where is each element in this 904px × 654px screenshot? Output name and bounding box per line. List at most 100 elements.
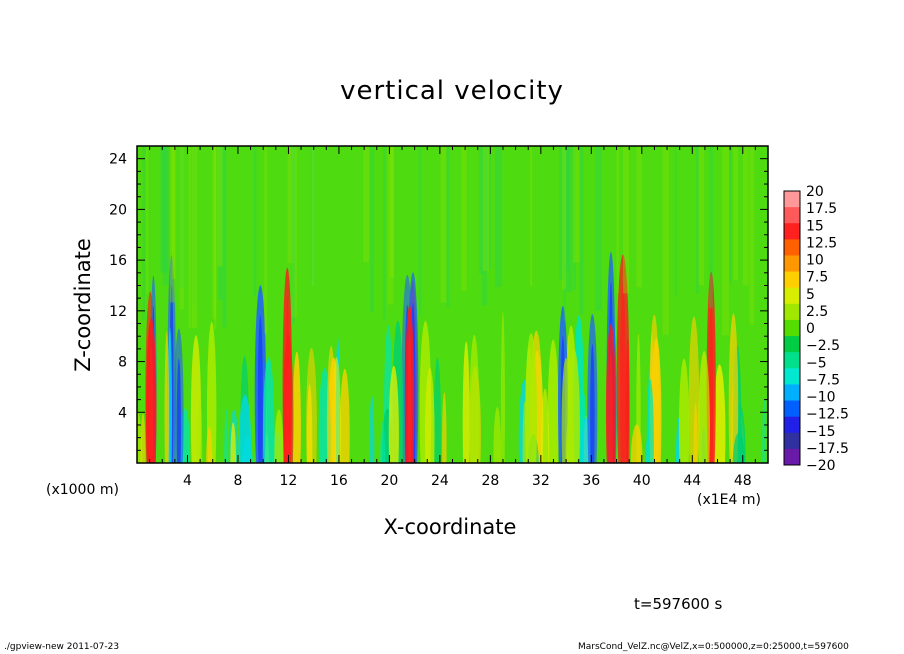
upper-texture-band [218,146,223,300]
downdraft-core [257,315,263,463]
upper-texture-band [563,146,566,321]
y-tick-label: 4 [118,405,127,421]
footer-data-source: MarsCond_VelZ.nc@VelZ,x=0:500000,z=0:250… [578,642,849,652]
updraft-streak [339,368,350,463]
upper-texture-band [191,146,198,328]
colorbar-swatch [784,384,800,401]
updraft-streak [561,357,571,463]
colorbar-label: 10 [806,253,824,269]
colorbar-swatch [784,255,800,272]
x-axis-unit: (x1E4 m) [697,492,761,508]
heatmap-plot-area [137,146,768,463]
downdraft-core [176,358,181,463]
upper-texture-band [171,146,176,279]
upper-texture-band [162,146,170,286]
colorbar-swatch [784,271,800,289]
x-tick-label: 8 [233,473,242,489]
y-tick-label: 12 [109,304,127,320]
colorbar-swatch [784,223,800,240]
updraft-streak [206,426,213,463]
upper-texture-band [616,146,619,294]
upper-texture-band [363,146,369,263]
upper-texture-band [461,146,467,292]
upper-texture-band [622,146,629,294]
updraft-streak [388,365,399,463]
upper-texture-band [695,146,699,294]
upper-texture-band [383,146,386,322]
colorbar-swatch [784,368,800,385]
updraft-streak [630,424,643,463]
y-axis-unit: (x1000 m) [46,482,119,498]
heatmap-background [137,146,768,463]
upper-texture-band [495,146,502,287]
updraft-streak [424,367,435,463]
colorbar-label: −17.5 [806,441,849,457]
upper-texture-band [565,146,573,293]
upper-texture-band [749,146,755,325]
updraft-streak [274,409,284,463]
upper-texture-band [193,146,196,305]
updraft-streak [206,321,217,463]
colorbar-frame [783,190,801,466]
x-tick-label: 40 [633,473,651,489]
y-tick-label: 16 [109,253,127,269]
downdraft-streak [433,357,442,463]
colorbar-swatch [784,303,800,321]
colorbar-label: −12.5 [806,407,849,423]
updraft-streak [688,316,700,463]
x-tick-label: 12 [280,473,298,489]
colorbar-swatch [784,239,800,256]
updraft-streak [541,388,550,463]
x-tick-label: 28 [481,473,499,489]
colorbar-label: 5 [806,287,815,303]
upper-texture-band [264,146,268,334]
updraft-core [608,354,614,463]
colorbar-label: 12.5 [806,235,837,251]
updraft-streak [164,331,170,463]
upper-texture-band [722,146,729,336]
updraft-streak [500,311,505,463]
upper-texture-band [478,146,484,274]
colorbar-label: −20 [806,458,836,474]
colorbar-swatch [784,432,800,450]
upper-texture-band [708,146,713,308]
upper-texture-band [387,146,394,305]
colorbar-swatch [784,191,800,208]
colorbar-swatch [784,352,800,369]
colorbar-label: 0 [806,321,815,337]
downdraft-streak [762,397,767,463]
upper-texture-band [562,146,567,290]
updraft-streak [326,345,336,463]
updraft-streak [469,334,480,463]
upper-texture-band [291,146,297,318]
downdraft-streak [262,357,275,463]
updraft-streak [698,351,710,463]
updraft-streak [230,422,237,463]
colorbar-swatch [784,319,800,337]
downdraft-streak [224,408,229,463]
x-tick-label: 4 [183,473,192,489]
y-tick-label: 24 [109,152,127,168]
x-tick-label: 32 [532,473,550,489]
updraft-streak [493,406,502,463]
updraft-core [407,335,412,463]
upper-texture-band [729,146,732,284]
upper-texture-band [482,146,490,271]
upper-texture-band [212,146,217,320]
colorbar-label: −2.5 [806,338,840,354]
time-annotation: t=597600 s [634,595,723,613]
colorbar-label: 15 [806,218,824,234]
y-tick-label: 20 [109,202,127,218]
colorbar-swatch [784,448,800,466]
upper-texture-band [287,146,295,264]
upper-texture-band [595,146,602,311]
upper-texture-band [222,146,227,328]
upper-texture-band [559,146,566,280]
upper-texture-band [179,146,184,288]
colorbar-swatch [784,400,800,417]
x-axis-label: X-coordinate [383,515,517,539]
upper-texture-band [573,146,576,290]
colorbar-swatch [784,416,800,434]
